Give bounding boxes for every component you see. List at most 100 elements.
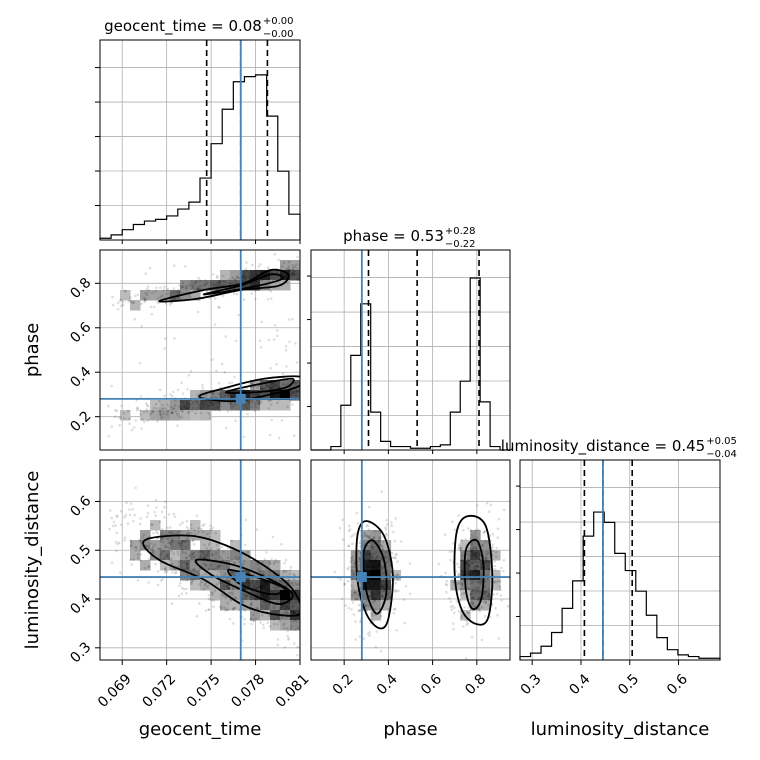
geocent-time-vs-luminosity-distance-truth-marker	[235, 572, 246, 583]
phase-vs-luminosity-distance-point	[351, 555, 355, 559]
phase-vs-luminosity-distance-point	[485, 552, 489, 556]
phase-vs-luminosity-distance-point	[474, 560, 478, 564]
phase-vs-luminosity-distance-point	[471, 588, 475, 591]
phase-vs-luminosity-distance-point	[487, 598, 491, 601]
phase-vs-luminosity-distance-point	[470, 600, 473, 604]
geocent-time-vs-luminosity-distance-point	[151, 550, 155, 553]
geocent-time-vs-luminosity-distance-point	[268, 560, 272, 564]
phase-vs-luminosity-distance-point	[371, 601, 375, 604]
phase-vs-luminosity-distance-point	[467, 558, 471, 562]
geocent-time-vs-phase-point	[267, 338, 271, 342]
geocent-time-vs-phase-point	[281, 372, 285, 375]
geocent-time-vs-luminosity-distance-point	[130, 502, 133, 505]
geocent-time-vs-luminosity-distance-density-cell	[160, 540, 171, 551]
geocent-time-vs-phase-point	[214, 297, 217, 300]
geocent-time-vs-phase-point	[178, 290, 182, 294]
geocent-time-vs-luminosity-distance-point	[185, 578, 189, 582]
geocent-time-vs-luminosity-distance-point	[147, 544, 151, 548]
title-luminosity_distance: luminosity_distance = 0.45 +0.05−0.04	[501, 436, 737, 460]
phase-vs-luminosity-distance-point	[382, 586, 386, 590]
geocent-time-vs-luminosity-distance-point	[151, 551, 155, 554]
geocent-time-vs-phase-point	[164, 302, 167, 305]
phase-vs-luminosity-distance-contour-3	[463, 538, 485, 611]
phase-vs-luminosity-distance-point	[356, 593, 360, 597]
geocent-time-vs-luminosity-distance-point	[140, 540, 143, 544]
geocent-time-vs-luminosity-distance-point	[207, 568, 210, 571]
geocent-time-vs-phase-point	[117, 308, 120, 311]
geocent-time-vs-luminosity-distance-point	[267, 574, 271, 577]
geocent-time-vs-luminosity-distance-point	[293, 611, 296, 615]
phase-vs-luminosity-distance-point	[484, 560, 488, 564]
phase-vs-luminosity-distance-point	[483, 580, 487, 584]
phase-vs-luminosity-distance-point	[468, 550, 472, 554]
phase-vs-luminosity-distance-point	[385, 532, 388, 535]
geocent-time-vs-luminosity-distance-density-cell	[140, 530, 151, 541]
geocent-time-vs-luminosity-distance-point	[215, 552, 218, 555]
phase-vs-luminosity-distance-point	[474, 569, 478, 573]
xtick-label-phase-2: 0.6	[418, 671, 445, 698]
geocent-time-vs-luminosity-distance-point	[224, 608, 227, 612]
geocent-time-vs-luminosity-distance-point	[276, 616, 280, 619]
geocent-time-vs-phase-point	[229, 402, 233, 405]
geocent-time-vs-phase-density-cell	[190, 290, 201, 301]
phase-vs-luminosity-distance-point	[471, 602, 475, 605]
phase-vs-luminosity-distance-point	[499, 594, 503, 597]
phase-vs-luminosity-distance-point	[457, 565, 461, 569]
geocent-time-vs-luminosity-distance-point	[232, 588, 235, 591]
geocent-time-vs-phase-point	[295, 361, 299, 364]
title-geocent_time-main: geocent_time = 0.08	[104, 17, 262, 36]
geocent-time-vs-phase-point	[273, 384, 277, 387]
geocent-time-vs-phase-point	[195, 408, 198, 412]
geocent-time-vs-phase-point	[224, 394, 227, 398]
phase-vs-luminosity-distance-point	[475, 586, 479, 589]
phase-vs-luminosity-distance-point	[371, 569, 374, 573]
phase-vs-luminosity-distance-point	[350, 566, 354, 569]
phase-vs-luminosity-distance-point	[467, 588, 471, 591]
geocent-time-vs-phase-point	[237, 276, 240, 280]
geocent-time-vs-luminosity-distance-point	[248, 582, 251, 585]
phase-vs-luminosity-distance-point	[376, 573, 379, 576]
geocent-time-vs-luminosity-distance-point	[217, 581, 221, 584]
geocent-time-vs-luminosity-distance-point	[153, 510, 156, 514]
geocent-time-vs-luminosity-distance-point	[206, 585, 209, 589]
phase-vs-luminosity-distance-point	[466, 582, 470, 586]
phase-vs-luminosity-distance-point	[394, 553, 398, 557]
geocent-time-vs-phase-point	[224, 426, 228, 430]
marks-layer	[99, 40, 721, 660]
phase-vs-luminosity-distance-point	[371, 557, 374, 560]
geocent-time-vs-phase-point	[174, 290, 178, 294]
geocent-time-vs-phase-point	[289, 390, 293, 393]
phase-vs-luminosity-distance-point	[367, 563, 371, 566]
geocent-time-vs-phase-point	[284, 393, 288, 396]
geocent-time-vs-phase-point	[179, 406, 182, 410]
title-luminosity_distance-plus: +0.05	[706, 436, 737, 447]
phase-vs-luminosity-distance-point	[471, 601, 474, 604]
phase-vs-luminosity-distance-point	[381, 595, 384, 598]
geocent-time-vs-luminosity-distance-point	[134, 549, 138, 552]
geocent-time-vs-phase-point	[286, 405, 289, 409]
geocent-time-vs-phase-point	[110, 425, 113, 428]
phase-vs-luminosity-distance-point	[352, 572, 355, 576]
phase-vs-luminosity-distance-point	[372, 535, 376, 539]
geocent-time-vs-luminosity-distance-point	[207, 551, 210, 554]
geocent-time-vs-luminosity-distance-point	[139, 522, 142, 526]
geocent-time-vs-phase-point	[218, 306, 221, 310]
geocent-time-vs-phase-point	[260, 278, 264, 282]
geocent-time-vs-phase-point	[218, 281, 222, 285]
geocent-time-vs-luminosity-distance-point	[209, 528, 212, 531]
phase-vs-luminosity-distance-point	[393, 607, 397, 611]
phase-vs-luminosity-distance-point	[377, 560, 380, 563]
geocent-time-vs-luminosity-distance-point	[151, 547, 154, 551]
phase-vs-luminosity-distance-point	[365, 564, 369, 567]
phase-vs-luminosity-distance-point	[339, 578, 342, 581]
phase-vs-luminosity-distance-point	[445, 583, 449, 587]
phase-vs-luminosity-distance-point	[474, 568, 478, 571]
phase-vs-luminosity-distance-point	[363, 603, 367, 607]
phase-vs-luminosity-distance-point	[461, 569, 465, 573]
geocent-time-vs-luminosity-distance-point	[275, 610, 279, 613]
geocent-time-vs-phase-point	[196, 406, 199, 409]
phase-vs-luminosity-distance-point	[488, 561, 491, 564]
geocent-time-vs-luminosity-distance-point	[261, 560, 265, 564]
geocent-time-vs-phase-point	[142, 410, 146, 414]
geocent-time-vs-phase-point	[267, 407, 271, 410]
